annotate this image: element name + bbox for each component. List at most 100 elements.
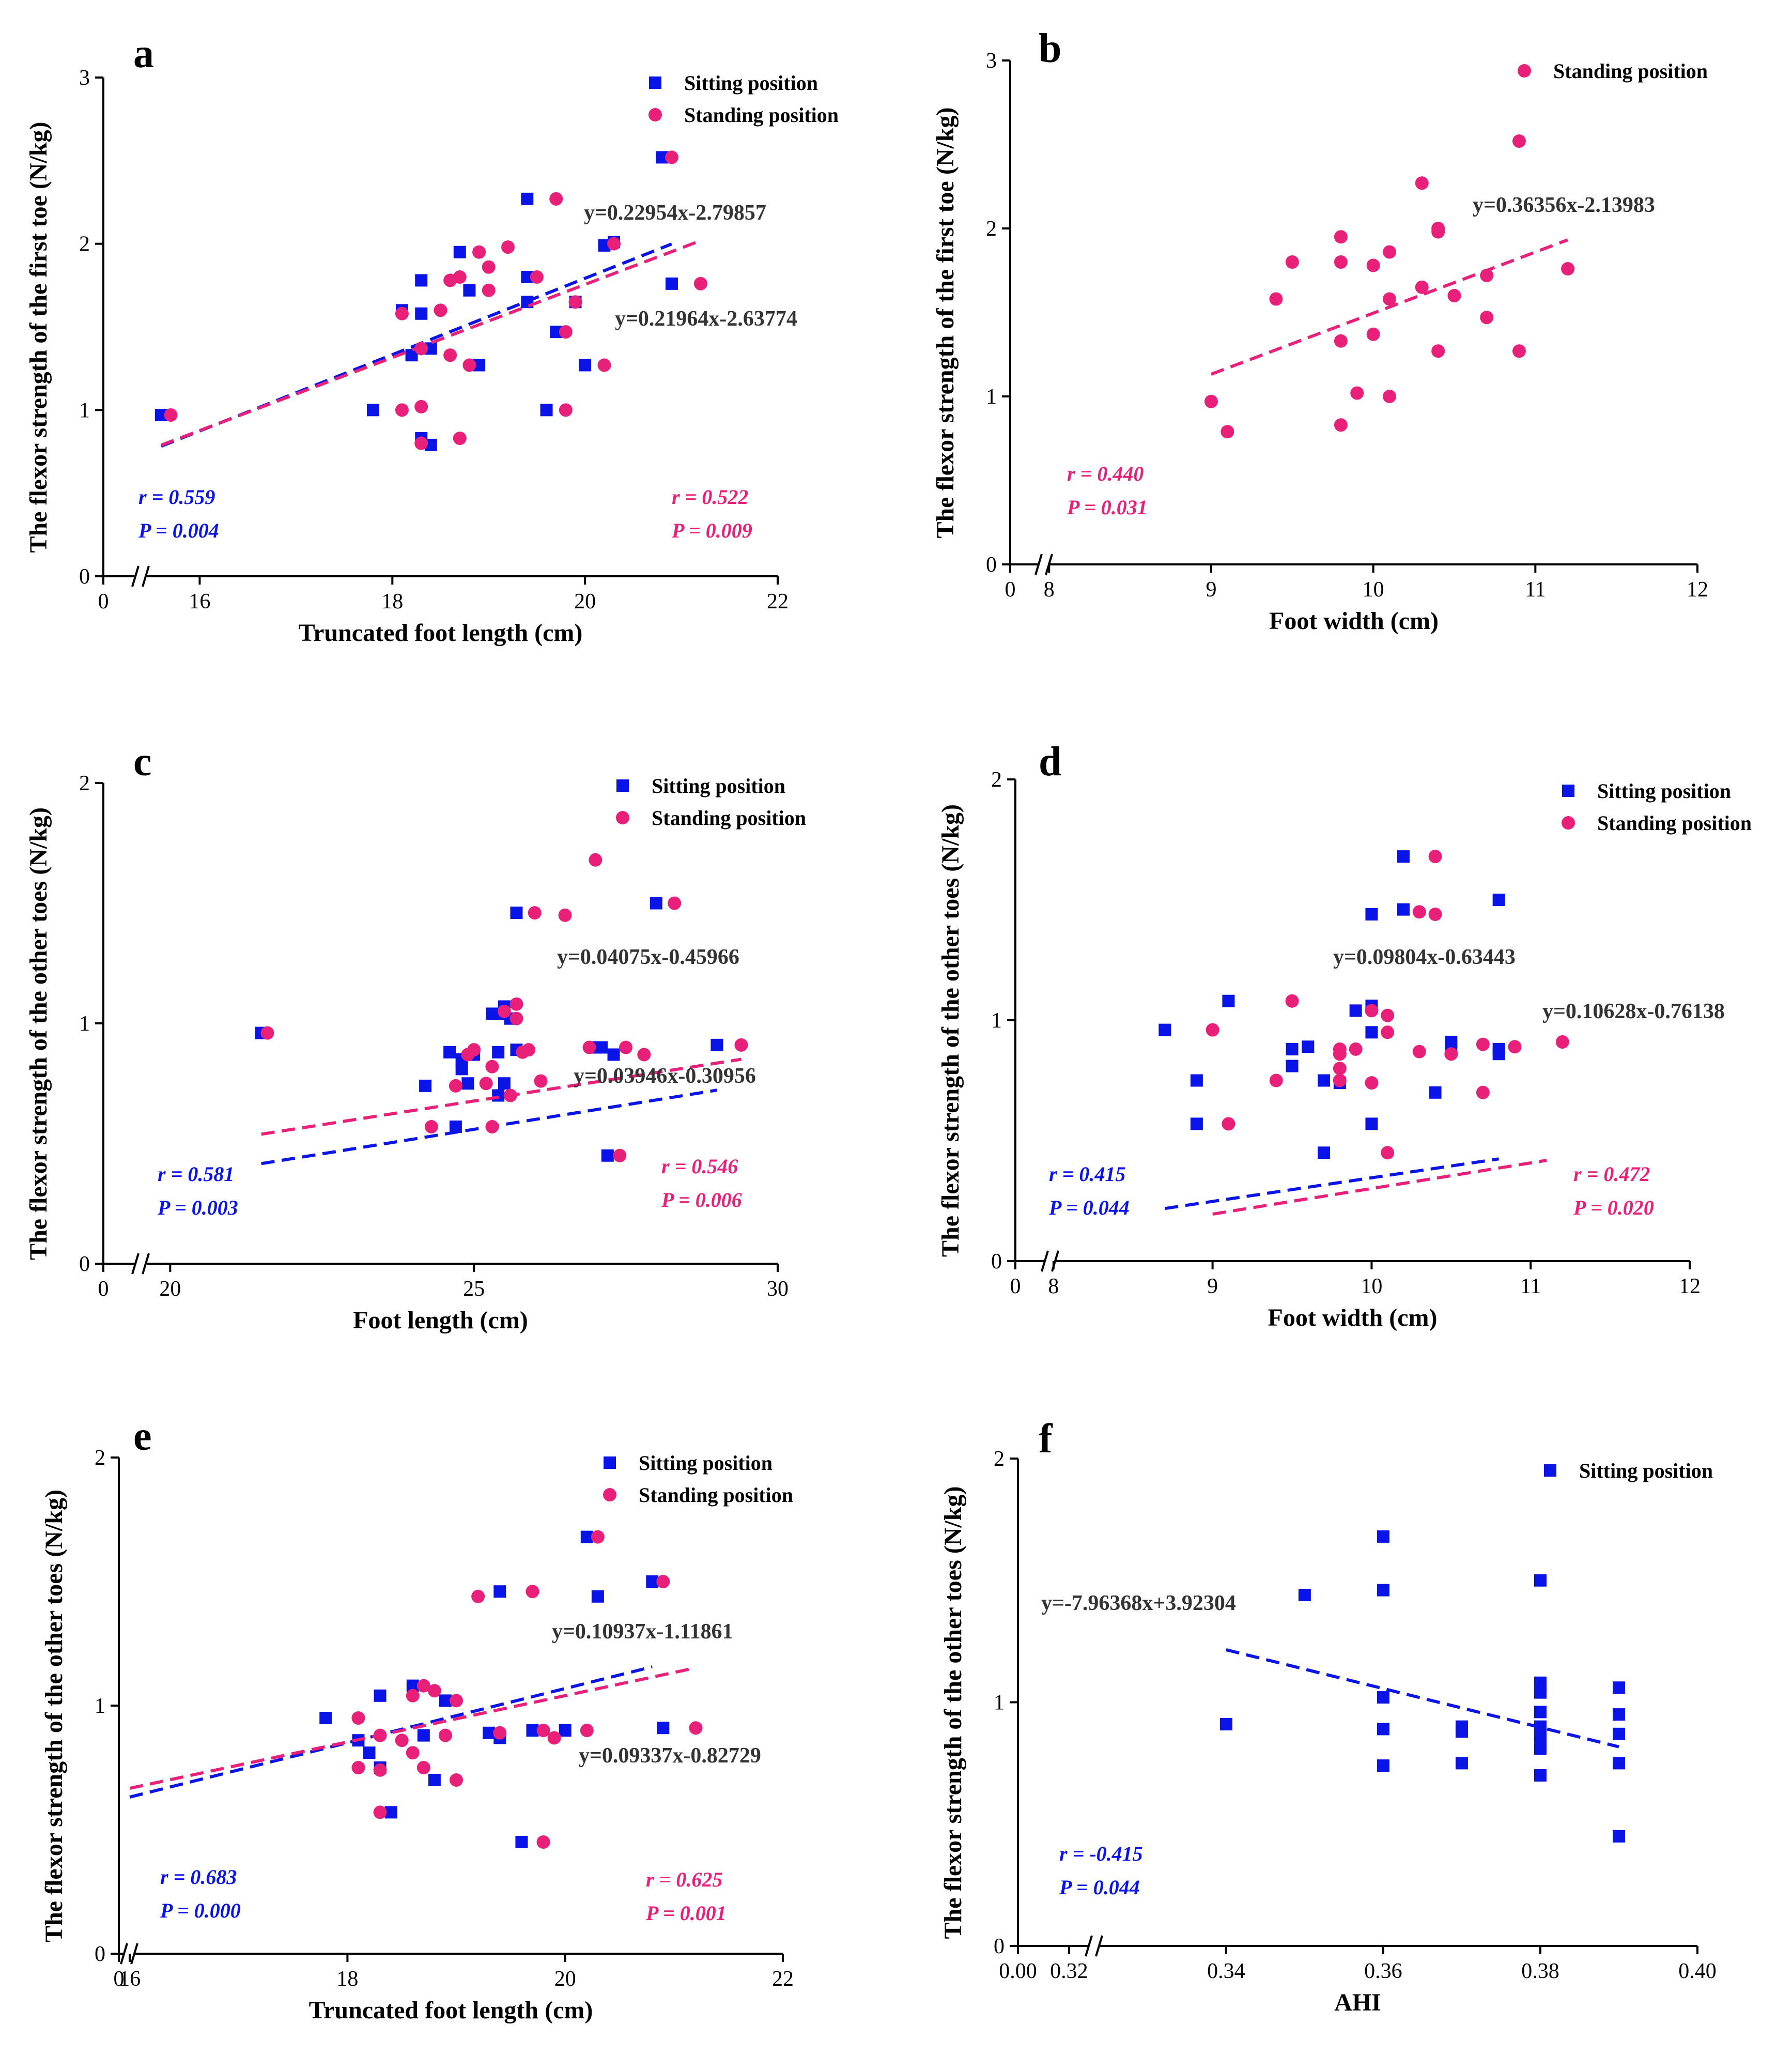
data-point-square [461,1077,474,1090]
data-point-circle [416,1679,430,1693]
correlation-r: r = 0.440 [1067,462,1144,485]
data-point-square [1492,894,1505,906]
data-point-circle [547,1731,561,1745]
x-tick-label: 8 [1048,1275,1059,1298]
data-point-circle [395,306,409,320]
axis-break-mark [1085,1935,1093,1957]
data-point-square [540,404,553,417]
x-axis-title: Truncated foot length (cm) [299,619,583,647]
data-point-circle [260,1026,274,1040]
p-value: P = 0.003 [157,1196,238,1219]
data-point-square [1219,1717,1232,1730]
y-axis-title: The flexor strength of the other toes (N… [937,804,964,1257]
data-point-square [1612,1727,1625,1740]
axis-break-mark [1034,554,1043,575]
y-tick-label: 0 [986,553,997,577]
data-point-circle [559,403,573,417]
data-point-circle [406,1689,420,1703]
data-point-square [1534,1686,1547,1699]
data-point-square [1492,1048,1505,1061]
data-point-circle [449,1079,462,1093]
data-point-circle [1415,176,1429,190]
data-point-circle [395,403,409,417]
data-point-circle [1512,134,1526,148]
correlation-r: r = 0.415 [1049,1162,1125,1186]
data-point-square [439,1694,452,1707]
regression-line [1210,238,1569,376]
data-point-square [1612,1757,1625,1770]
data-point-square [1377,1723,1389,1736]
x-tick-label: 11 [1520,1275,1541,1298]
x-tick-label: 0.36 [1364,1959,1402,1983]
x-axis-title: AHI [1334,1989,1381,2016]
x-tick-label: 16 [119,1967,141,1991]
data-point-square [601,1149,614,1162]
regression-equation: y=0.09337x-0.82729 [579,1744,761,1768]
data-point-circle [1366,258,1380,272]
data-point-circle [521,1043,535,1057]
data-point-square [1190,1117,1203,1130]
data-point-square [521,271,534,283]
data-point-square [374,1689,387,1702]
data-point-square [1365,1117,1378,1130]
y-tick-label: 3 [79,66,90,90]
x-tick-label: 18 [381,590,403,614]
data-point-circle [1476,1085,1490,1099]
regression-line [129,1666,697,1790]
data-point-circle [534,1074,548,1088]
data-point-square [665,277,678,290]
data-point-circle [1334,418,1348,432]
y-tick-label: 1 [79,1012,90,1036]
x-tick-label: 10 [1363,578,1384,602]
data-point-square [1534,1769,1547,1782]
regression-line [1164,1157,1500,1210]
data-point-circle [434,303,447,317]
data-point-circle [637,1048,651,1062]
y-axis-title: The flexor strength of the other toes (N… [40,1490,68,1942]
data-point-circle [1333,1073,1347,1087]
p-value: P = 0.020 [1573,1196,1654,1219]
regression-line [1226,1648,1619,1749]
data-point-square [607,1048,620,1061]
regression-equation: y=-7.96368x+3.92304 [1041,1591,1236,1615]
x-tick-label: 25 [463,1277,485,1301]
data-point-circle [509,997,523,1011]
data-point-circle [509,1011,523,1025]
data-point-square [559,1724,571,1737]
correlation-r: r = 0.683 [160,1865,237,1889]
data-point-square [591,1590,604,1603]
data-point-square [498,1077,511,1090]
data-point-circle [479,1077,493,1091]
data-point-square [1298,1589,1311,1602]
data-point-square [486,1007,499,1020]
x-tick-label: 0.32 [1050,1959,1088,1983]
data-point-square [1455,1725,1468,1738]
regression-equation: y=0.04075x-0.45966 [557,945,739,969]
y-tick-label: 1 [95,1694,105,1718]
data-point-circle [1350,386,1364,400]
data-point-circle [493,1726,507,1740]
data-point-circle [164,408,178,422]
data-point-square [415,307,428,320]
data-point-circle [1381,1025,1395,1039]
data-point-circle [1383,292,1397,306]
data-point-circle [1512,344,1526,358]
p-value: P = 0.001 [645,1901,727,1925]
data-point-circle [424,1119,438,1133]
panel-letter: b [1039,26,1062,71]
data-point-square [492,1089,505,1102]
data-point-circle [607,237,621,251]
data-point-square [1377,1691,1389,1704]
legend-marker-circle [616,811,629,824]
series-standing [160,150,707,450]
regression-equation: y=0.10937x-1.11861 [552,1620,733,1644]
legend-label: Standing position [652,806,806,830]
series-standing [1204,134,1575,439]
x-tick-label: 20 [159,1277,181,1301]
data-point-square [1318,1074,1331,1087]
correlation-r: r = 0.559 [138,485,215,509]
y-tick-label: 0 [79,1252,90,1276]
legend-marker-circle [648,108,662,121]
